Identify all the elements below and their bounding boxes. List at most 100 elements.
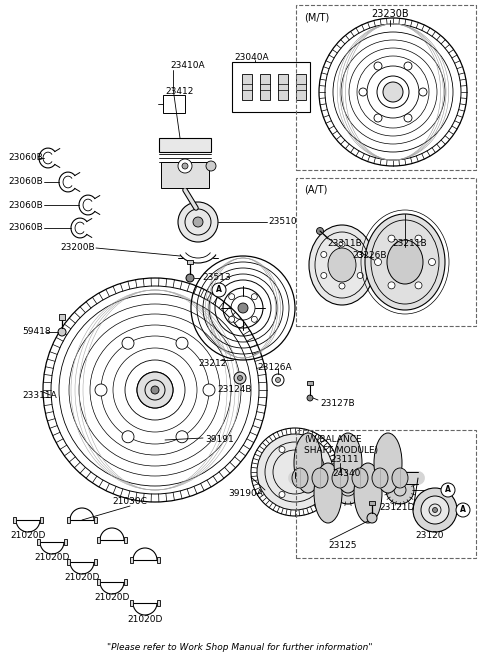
Circle shape <box>415 235 422 242</box>
Circle shape <box>279 491 285 498</box>
Text: 23120: 23120 <box>416 531 444 540</box>
Text: 23060B: 23060B <box>8 223 43 233</box>
Text: 23311B: 23311B <box>327 240 362 248</box>
Circle shape <box>228 316 235 322</box>
Circle shape <box>307 395 313 401</box>
Ellipse shape <box>354 463 382 523</box>
Circle shape <box>441 483 455 497</box>
Bar <box>124 537 127 543</box>
Text: 23060B: 23060B <box>8 200 43 210</box>
Circle shape <box>321 272 327 278</box>
Text: 23311A: 23311A <box>22 390 57 400</box>
Circle shape <box>332 472 364 504</box>
Text: 21020D: 21020D <box>127 614 163 624</box>
Circle shape <box>178 202 218 242</box>
Circle shape <box>316 227 324 234</box>
Text: 39191: 39191 <box>205 436 234 445</box>
Circle shape <box>429 259 435 265</box>
Bar <box>296 74 306 100</box>
Text: A: A <box>445 485 451 495</box>
Circle shape <box>151 386 159 394</box>
Bar <box>94 517 97 523</box>
Circle shape <box>345 485 351 491</box>
Ellipse shape <box>309 225 375 305</box>
Text: 24340: 24340 <box>333 468 361 477</box>
Circle shape <box>415 282 422 289</box>
Bar <box>94 559 97 565</box>
Circle shape <box>276 377 280 383</box>
Circle shape <box>388 282 395 289</box>
Text: 23127B: 23127B <box>320 398 355 407</box>
Bar <box>278 74 288 100</box>
Circle shape <box>186 274 194 282</box>
Ellipse shape <box>387 240 423 284</box>
Bar <box>369 501 375 505</box>
Bar <box>97 579 100 585</box>
Circle shape <box>212 283 226 297</box>
Ellipse shape <box>332 468 348 488</box>
Text: 21020D: 21020D <box>64 574 100 582</box>
Bar <box>59 314 65 320</box>
Text: 21020D: 21020D <box>94 593 130 603</box>
Circle shape <box>413 488 457 532</box>
Circle shape <box>339 283 345 289</box>
Bar <box>163 95 185 113</box>
Text: 21020D: 21020D <box>10 531 46 540</box>
Circle shape <box>374 259 382 265</box>
Bar <box>64 539 67 545</box>
Ellipse shape <box>328 248 356 282</box>
Bar <box>67 517 70 523</box>
Circle shape <box>419 88 427 96</box>
Circle shape <box>257 434 333 510</box>
Circle shape <box>182 163 188 169</box>
Text: 23212: 23212 <box>198 358 227 367</box>
Circle shape <box>178 159 192 173</box>
Text: 23412: 23412 <box>165 88 193 96</box>
Bar <box>130 600 133 606</box>
Bar <box>37 539 40 545</box>
Circle shape <box>122 337 134 349</box>
Text: 21030C: 21030C <box>113 498 147 506</box>
Circle shape <box>404 114 412 122</box>
Circle shape <box>383 82 403 102</box>
Circle shape <box>359 88 367 96</box>
Circle shape <box>386 476 414 504</box>
Circle shape <box>367 513 377 523</box>
Ellipse shape <box>365 214 445 310</box>
Text: 23410A: 23410A <box>170 60 204 69</box>
Bar <box>232 62 310 112</box>
Text: 23211B: 23211B <box>392 238 427 248</box>
Circle shape <box>432 508 437 512</box>
Circle shape <box>421 496 449 524</box>
Circle shape <box>374 114 382 122</box>
Text: 23200B: 23200B <box>60 244 95 252</box>
Text: 59418: 59418 <box>22 328 50 337</box>
Ellipse shape <box>312 468 328 488</box>
Circle shape <box>279 447 285 453</box>
Ellipse shape <box>392 468 408 488</box>
Circle shape <box>203 384 215 396</box>
Ellipse shape <box>372 468 388 488</box>
Bar <box>97 537 100 543</box>
Text: 23040A: 23040A <box>235 52 269 62</box>
Bar <box>296 430 476 558</box>
Text: 21020D: 21020D <box>34 553 70 563</box>
Ellipse shape <box>374 433 402 493</box>
Ellipse shape <box>294 433 322 493</box>
Bar <box>40 517 43 523</box>
Text: 23513: 23513 <box>202 274 230 282</box>
Text: 23226B: 23226B <box>352 252 386 261</box>
Circle shape <box>318 469 324 475</box>
Text: 23124B: 23124B <box>218 386 252 394</box>
Text: (M/T): (M/T) <box>304 13 329 23</box>
Circle shape <box>374 62 382 70</box>
Bar <box>13 517 16 523</box>
Text: 23121D: 23121D <box>379 504 415 512</box>
Text: 23126A: 23126A <box>258 364 292 373</box>
Text: 23111: 23111 <box>330 455 359 464</box>
Bar <box>260 74 270 100</box>
Circle shape <box>234 372 246 384</box>
Circle shape <box>339 241 345 247</box>
Text: 39190A: 39190A <box>228 489 263 498</box>
Bar <box>157 557 160 563</box>
